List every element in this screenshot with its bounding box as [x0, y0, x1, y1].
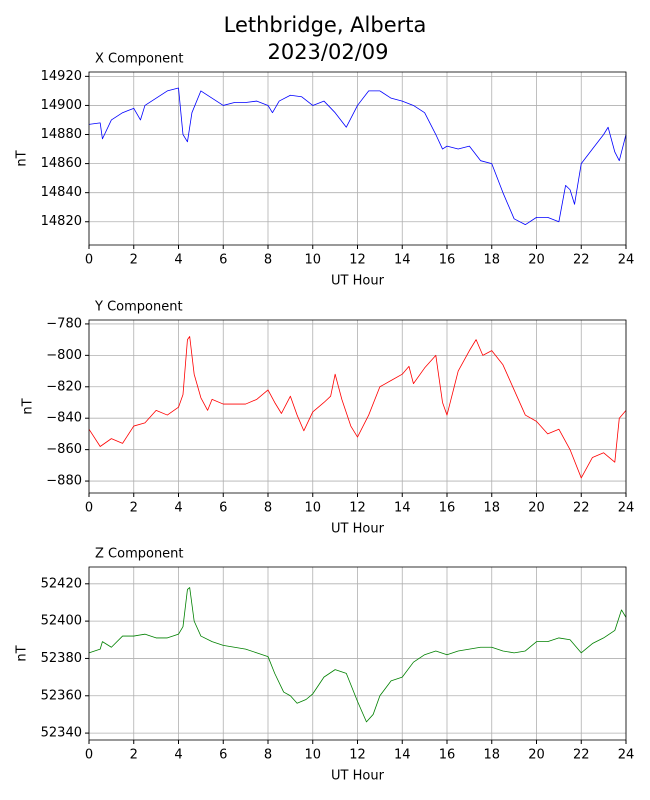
x-tick-label: 24: [618, 748, 635, 763]
y-tick-label: 52340: [41, 726, 82, 741]
y-tick-label: −840: [46, 411, 82, 426]
x-tick-label: 22: [573, 253, 590, 268]
y-tick-label: 14880: [41, 127, 82, 142]
x-tick-label: 4: [174, 748, 182, 763]
x-tick-label: 16: [439, 501, 456, 516]
axes-frame: [88, 71, 627, 246]
x-tick-label: 0: [85, 501, 93, 516]
y-tick-label: −880: [46, 474, 82, 489]
x-tick-label: 20: [528, 253, 545, 268]
x-tick-label: 14: [394, 748, 411, 763]
y-tick-label: −780: [46, 316, 82, 331]
y-tick-label: 14860: [41, 156, 82, 171]
x-tick-label: 16: [439, 253, 456, 268]
x-tick-label: 10: [304, 748, 321, 763]
subplot-title: X Component: [95, 52, 184, 67]
y-tick-label: 14900: [41, 98, 82, 113]
x-tick-label: 24: [618, 501, 635, 516]
x-tick-label: 18: [483, 748, 500, 763]
y-tick-label: 52380: [41, 651, 82, 666]
y-tick-label: 14920: [41, 69, 82, 84]
x-tick-label: 10: [304, 253, 321, 268]
x-tick-label: 14: [394, 253, 411, 268]
y-tick-label: 14820: [41, 214, 82, 229]
data-line: [88, 587, 627, 723]
subplot: 0 2 4 6 8 10 12 14 16 18 20 22 241482014840148601488…: [15, 52, 635, 289]
y-tick-label: 52400: [41, 614, 82, 629]
y-axis-label: nT: [15, 645, 30, 661]
y-tick-label: 52360: [41, 688, 82, 703]
axes-frame: [88, 319, 627, 494]
x-tick-label: 18: [483, 501, 500, 516]
x-tick-label: 18: [483, 253, 500, 268]
x-tick-label: 0: [85, 748, 93, 763]
subplot-title: Y Component: [94, 300, 183, 315]
subplot-title: Z Component: [95, 547, 184, 562]
x-tick-label: 6: [219, 501, 227, 516]
figure-subtitle: 2023/02/09: [267, 40, 388, 64]
x-axis-label: UT Hour: [331, 522, 385, 537]
x-tick-label: 12: [349, 501, 366, 516]
y-tick-label: −860: [46, 442, 82, 457]
subplot: 0 2 4 6 8 10 12 14 16 18 20 22 245234052360523805240…: [15, 547, 635, 784]
x-tick-label: 2: [130, 501, 138, 516]
x-tick-label: 8: [264, 501, 272, 516]
x-tick-label: 2: [130, 253, 138, 268]
y-tick-label: 14840: [41, 185, 82, 200]
x-tick-label: 8: [264, 748, 272, 763]
subplot: 0 2 4 6 8 10 12 14 16 18 20 22 24−880−860−840−820−80…: [21, 300, 635, 537]
x-tick-label: 14: [394, 501, 411, 516]
x-tick-label: 20: [528, 501, 545, 516]
x-tick-label: 4: [174, 501, 182, 516]
x-tick-label: 20: [528, 748, 545, 763]
x-tick-label: 16: [439, 748, 456, 763]
figure-title: Lethbridge, Alberta: [224, 13, 427, 37]
y-axis-label: nT: [21, 398, 36, 414]
y-tick-label: 52420: [41, 576, 82, 591]
x-axis-label: UT Hour: [331, 274, 385, 289]
y-axis-label: nT: [15, 150, 30, 166]
y-tick-label: −820: [46, 379, 82, 394]
y-tick-label: −800: [46, 348, 82, 363]
data-line: [88, 336, 627, 479]
x-tick-label: 4: [174, 253, 182, 268]
data-line: [88, 87, 627, 226]
x-tick-label: 12: [349, 253, 366, 268]
x-tick-label: 22: [573, 501, 590, 516]
x-tick-label: 8: [264, 253, 272, 268]
x-axis-label: UT Hour: [331, 769, 385, 784]
x-tick-label: 2: [130, 748, 138, 763]
x-tick-label: 6: [219, 253, 227, 268]
x-tick-label: 0: [85, 253, 93, 268]
x-tick-label: 10: [304, 501, 321, 516]
axes-frame: [88, 566, 627, 741]
x-tick-label: 24: [618, 253, 635, 268]
x-tick-label: 22: [573, 748, 590, 763]
x-tick-label: 6: [219, 748, 227, 763]
x-tick-label: 12: [349, 748, 366, 763]
